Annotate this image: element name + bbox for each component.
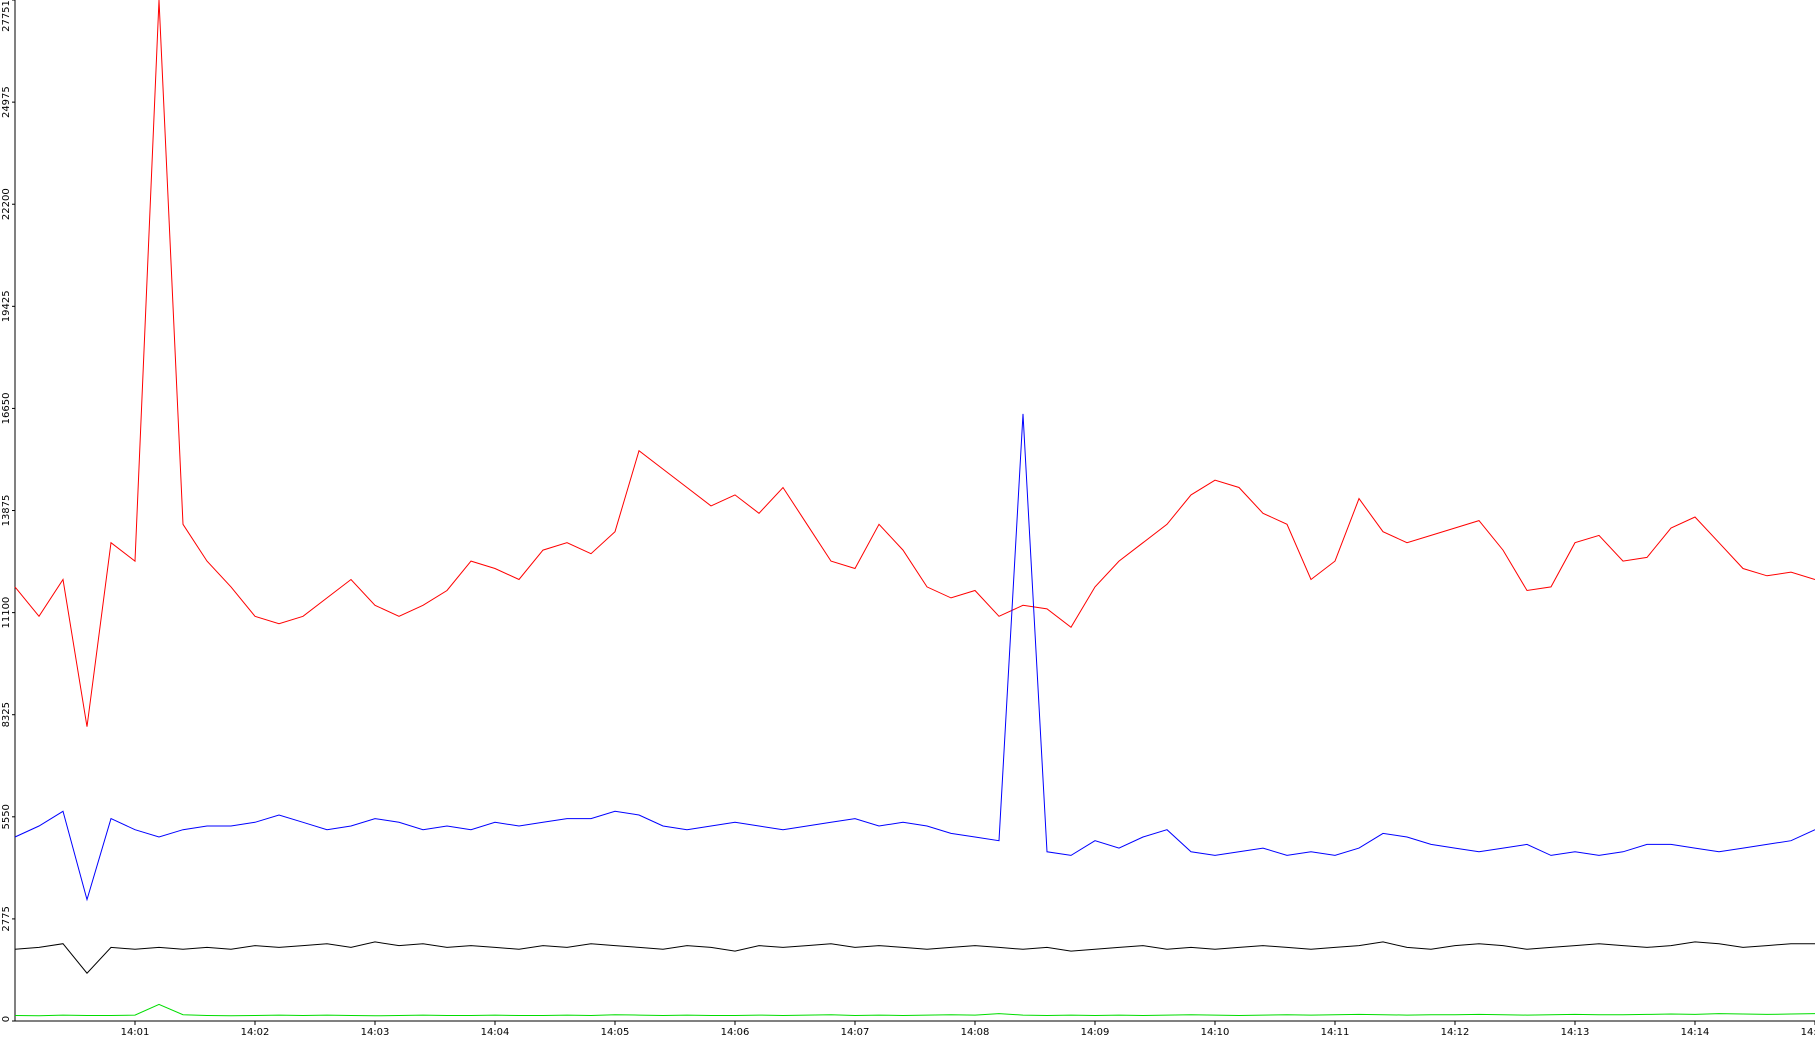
y-tick-label: 19425: [1, 290, 12, 322]
x-tick-label: 14:07: [841, 1027, 870, 1038]
series-line: [14, 413, 1815, 902]
y-tick-label: 5550: [1, 804, 12, 829]
x-tick-label: 14:02: [241, 1027, 270, 1038]
x-tick-label: 14:10: [1201, 1027, 1230, 1038]
y-tick-label: 22200: [1, 188, 12, 220]
y-tick-label: 0: [1, 1016, 12, 1022]
y-tick-label: 11100: [1, 597, 12, 629]
x-tick-label: 14:11: [1321, 1027, 1350, 1038]
x-tick-label: 14:14: [1681, 1027, 1710, 1038]
y-tick-label: 27751: [1, 0, 12, 32]
x-tick-label: 14:01: [121, 1027, 150, 1038]
x-tick-label: 14:12: [1441, 1027, 1470, 1038]
x-tick-label: 14:09: [1081, 1027, 1110, 1038]
x-tick-label: 14:06: [721, 1027, 750, 1038]
y-tick-label: 24975: [1, 86, 12, 118]
x-tick-label: 14:08: [961, 1027, 990, 1038]
series-line: [14, 0, 1815, 727]
x-tick-label: 14:05: [601, 1027, 630, 1038]
y-tick-label: 8325: [1, 702, 12, 727]
x-tick-label: 14:15: [1801, 1027, 1815, 1038]
x-tick-label: 14:13: [1561, 1027, 1590, 1038]
y-tick-label: 13875: [1, 495, 12, 527]
y-tick-label: 2775: [1, 906, 12, 931]
x-tick-label: 14:04: [481, 1027, 510, 1038]
series-line: [14, 941, 1815, 974]
y-tick-label: 16650: [1, 393, 12, 425]
series-line: [14, 1003, 1815, 1017]
x-tick-label: 14:03: [361, 1027, 390, 1038]
